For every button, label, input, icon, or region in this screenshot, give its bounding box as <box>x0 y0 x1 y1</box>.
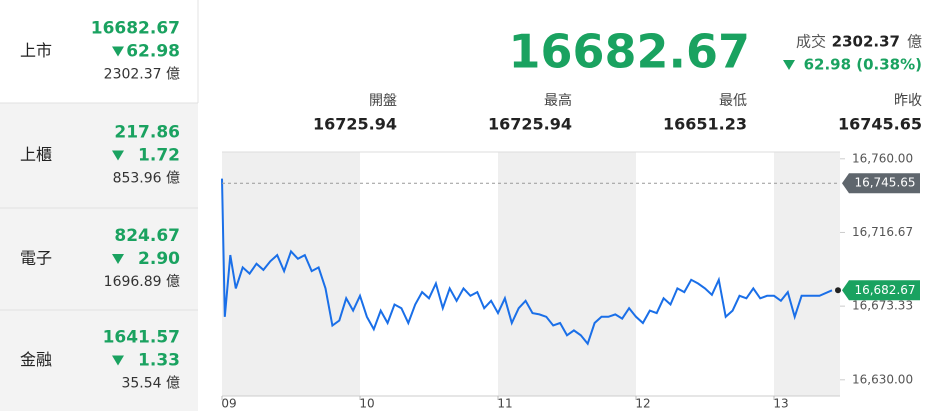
sidebar-item[interactable]: 上市 16682.67 62.98 2302.37 億 <box>20 19 180 83</box>
item-price: 217.86 <box>114 123 180 143</box>
volume: 2302.37 <box>832 33 900 51</box>
stat-value: 16725.94 <box>488 115 572 134</box>
stat-label: 最高 <box>544 92 572 109</box>
stat-label: 昨收 <box>894 93 922 109</box>
down-arrow <box>112 46 124 57</box>
price-tag <box>842 173 920 194</box>
y-tick-label: 16,673.33 <box>852 299 913 313</box>
item-name: 電子 <box>20 249 52 268</box>
stat-label: 最低 <box>719 93 747 109</box>
stat-value: 16725.94 <box>313 115 397 134</box>
price-tag-label: 16,745.65 <box>854 176 915 190</box>
volume-unit: 億 <box>907 33 922 51</box>
big-price: 16682.67 <box>508 25 750 79</box>
down-arrow <box>112 254 124 264</box>
down-arrow <box>112 150 124 161</box>
price-line <box>221 178 833 346</box>
item-change: 62.98 <box>126 42 180 62</box>
item-change: 1.72 <box>138 146 180 166</box>
change: 62.98 (0.38%) <box>804 56 922 74</box>
y-tick-label: 16,716.67 <box>852 225 913 239</box>
sidebar-item[interactable]: 上櫃 217.86 1.72 853.96 億 <box>20 123 180 187</box>
price-tag <box>842 280 920 301</box>
item-volume: 2302.37 億 <box>104 67 180 83</box>
last-point <box>835 287 841 294</box>
sidebar-item[interactable]: 金融 1641.57 1.33 35.54 億 <box>20 328 180 392</box>
item-price: 1641.57 <box>103 328 180 348</box>
sidebar-bg <box>0 103 198 411</box>
down-arrow <box>112 355 124 366</box>
session-band <box>498 152 636 396</box>
item-volume: 1696.89 億 <box>104 274 180 290</box>
sidebar-item[interactable]: 電子 824.67 2.90 1696.89 億 <box>20 226 180 290</box>
down-arrow <box>783 60 795 70</box>
stat-value: 16745.65 <box>838 115 922 134</box>
stats: 開盤 16725.94 最高 16725.94 最低 16651.23 昨收 16745.65 <box>313 92 922 134</box>
session-band <box>774 152 840 396</box>
session-band <box>222 152 360 396</box>
item-volume: 35.54 億 <box>121 376 180 392</box>
sidebar: 上市 16682.67 62.98 2302.37 億上櫃 217.86 1.72 853.… <box>0 19 198 392</box>
item-price: 824.67 <box>114 226 180 246</box>
y-tick-label: 16,630.00 <box>852 372 913 386</box>
item-name: 金融 <box>20 350 52 369</box>
item-change: 1.33 <box>138 351 180 371</box>
x-tick-label: 10 <box>359 397 374 411</box>
item-name: 上櫃 <box>20 145 52 164</box>
x-tick-label: 09 <box>221 397 236 411</box>
item-volume: 853.96 億 <box>113 171 180 187</box>
price-tag-label: 16,682.67 <box>854 283 915 297</box>
item-name: 上市 <box>20 41 52 60</box>
x-tick-label: 11 <box>497 397 512 411</box>
x-tick-label: 12 <box>635 397 650 411</box>
item-price: 16682.67 <box>91 19 180 39</box>
stat-label: 開盤 <box>369 93 397 109</box>
chart: 09 10 11 12 13 16,760.00 16,716.67 16,673.33 16,… <box>221 151 920 411</box>
x-tick-label: 13 <box>773 397 788 411</box>
volume-label: 成交 <box>796 33 826 51</box>
stat-value: 16651.23 <box>663 115 747 134</box>
y-tick-label: 16,760.00 <box>852 151 913 165</box>
item-change: 2.90 <box>138 249 180 269</box>
